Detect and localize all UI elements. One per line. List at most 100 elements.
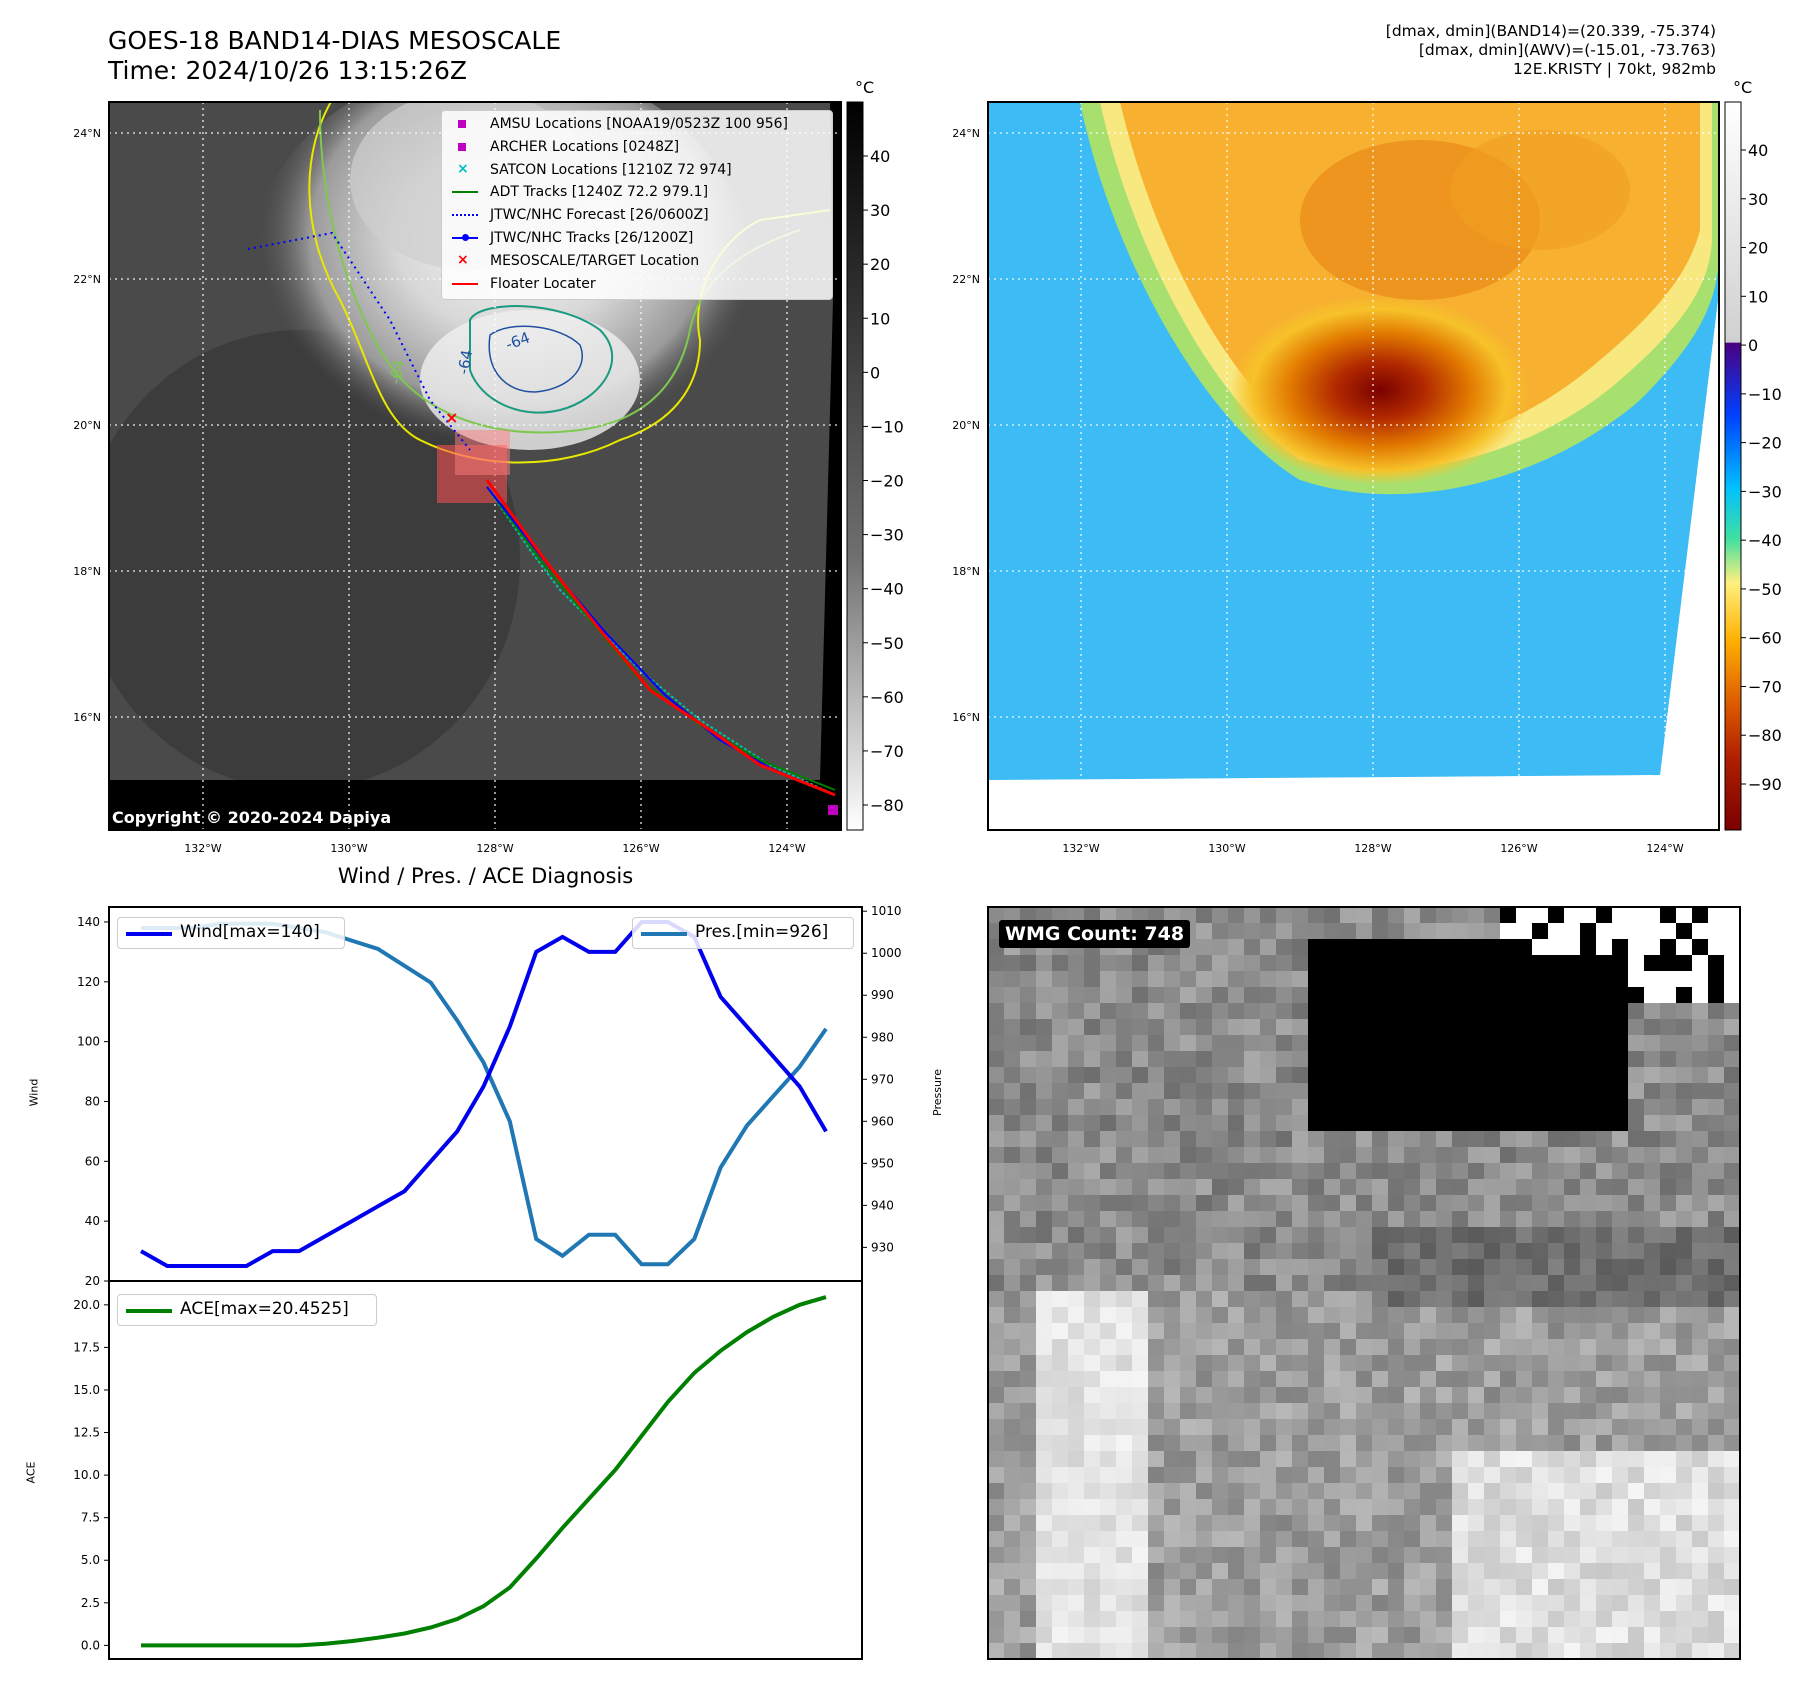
wmg-pixel	[1452, 1499, 1469, 1516]
wmg-pixel	[1068, 1243, 1085, 1260]
wmg-pixel	[1276, 1067, 1293, 1084]
wmg-pixel	[1164, 1083, 1181, 1100]
wmg-pixel	[1468, 1179, 1485, 1196]
wmg-pixel	[1196, 1355, 1213, 1372]
wmg-pixel	[1116, 907, 1133, 924]
color-colorbar-unit: °C	[1733, 78, 1753, 97]
wmg-pixel	[1340, 1035, 1357, 1052]
wmg-pixel	[1564, 1259, 1581, 1276]
wmg-pixel	[1068, 1179, 1085, 1196]
wmg-pixel	[1020, 1403, 1037, 1420]
wmg-pixel	[1260, 1595, 1277, 1612]
ace-legend-label: ACE[max=20.4525]	[180, 1299, 349, 1319]
wmg-pixel	[1564, 1387, 1581, 1404]
wmg-pixel	[1548, 1179, 1565, 1196]
latitude-label: 20°N	[952, 419, 980, 432]
wmg-pixel	[1036, 1451, 1053, 1468]
wmg-pixel	[1164, 1147, 1181, 1164]
wmg-pixel	[1068, 1563, 1085, 1580]
wmg-pixel	[1324, 1227, 1341, 1244]
wmg-pixel	[1196, 1419, 1213, 1436]
wmg-pixel	[1244, 1227, 1261, 1244]
wmg-pixel	[1308, 1643, 1325, 1659]
wmg-pixel	[1052, 1515, 1069, 1532]
wmg-pixel	[1468, 1275, 1485, 1292]
wmg-pixel	[1532, 1147, 1549, 1164]
wmg-pixel	[1708, 955, 1725, 972]
wmg-pixel	[1100, 1611, 1117, 1628]
wmg-pixel	[1132, 1419, 1149, 1436]
legend-label: AMSU Locations [NOAA19/0523Z 100 956]	[490, 116, 789, 132]
wmg-pixel	[1692, 1627, 1709, 1644]
wmg-pixel	[1388, 1147, 1405, 1164]
wmg-pixel	[1340, 1307, 1357, 1324]
wmg-pixel	[988, 1515, 1005, 1532]
wmg-pixel	[1404, 987, 1421, 1004]
wmg-pixel	[1404, 1051, 1421, 1068]
wmg-pixel	[1100, 1147, 1117, 1164]
wmg-pixel	[1628, 1371, 1645, 1388]
wmg-pixel	[1100, 1067, 1117, 1084]
wmg-pixel	[1356, 1179, 1373, 1196]
wmg-pixel	[1340, 1371, 1357, 1388]
wmg-pixel	[1036, 987, 1053, 1004]
wmg-pixel	[1436, 1211, 1453, 1228]
wmg-pixel	[1404, 1355, 1421, 1372]
wmg-pixel	[1340, 1339, 1357, 1356]
latitude-label: 24°N	[73, 127, 101, 140]
wmg-pixel	[1404, 1115, 1421, 1132]
wmg-pixel	[1676, 1179, 1693, 1196]
wmg-pixel	[1324, 1051, 1341, 1068]
wmg-pixel	[1308, 1387, 1325, 1404]
wmg-pixel	[1164, 1067, 1181, 1084]
wmg-pixel	[1324, 987, 1341, 1004]
wmg-pixel	[1676, 1083, 1693, 1100]
wmg-pixel	[1004, 987, 1021, 1004]
wmg-pixel	[1196, 1195, 1213, 1212]
wmg-pixel	[1500, 1387, 1517, 1404]
wmg-pixel	[1036, 1611, 1053, 1628]
wmg-pixel	[1452, 955, 1469, 972]
wmg-pixel	[1676, 1451, 1693, 1468]
wmg-pixel	[1068, 1515, 1085, 1532]
wmg-pixel	[1532, 955, 1549, 972]
wmg-pixel	[1692, 1003, 1709, 1020]
wmg-pixel	[1484, 1323, 1501, 1340]
ace-tick-label: 15.0	[73, 1383, 100, 1397]
wmg-pixel	[1676, 1051, 1693, 1068]
wmg-pixel	[1436, 1371, 1453, 1388]
wmg-pixel	[1372, 1499, 1389, 1516]
wmg-pixel	[1580, 971, 1597, 988]
wmg-pixel	[1292, 939, 1309, 956]
wmg-pixel	[1260, 1003, 1277, 1020]
wmg-pixel	[1116, 1099, 1133, 1116]
wmg-pixel	[1676, 1371, 1693, 1388]
wmg-pixel	[1420, 1003, 1437, 1020]
wmg-pixel	[1196, 1275, 1213, 1292]
wmg-pixel	[1052, 1355, 1069, 1372]
wmg-pixel	[1308, 1227, 1325, 1244]
wmg-pixel	[1260, 1051, 1277, 1068]
wmg-pixel	[1068, 1019, 1085, 1036]
wmg-pixel	[1196, 1003, 1213, 1020]
wmg-pixel	[1244, 1115, 1261, 1132]
pressure-tick-label: 1000	[871, 946, 902, 960]
diagnosis-title: Wind / Pres. / ACE Diagnosis	[337, 864, 634, 888]
wmg-pixel	[1660, 1451, 1677, 1468]
wmg-pixel	[1532, 1067, 1549, 1084]
wmg-pixel	[1196, 1179, 1213, 1196]
wmg-pixel	[1260, 1195, 1277, 1212]
wmg-pixel	[1708, 1243, 1725, 1260]
wmg-pixel	[1388, 1195, 1405, 1212]
wmg-pixel	[1132, 987, 1149, 1004]
wmg-pixel	[1164, 1307, 1181, 1324]
wmg-pixel	[1308, 907, 1325, 924]
wmg-pixel	[1452, 1259, 1469, 1276]
wmg-pixel	[1580, 1291, 1597, 1308]
wmg-pixel	[1596, 1339, 1613, 1356]
amsu-marker	[828, 805, 838, 815]
wmg-pixel	[1596, 1531, 1613, 1548]
wmg-pixel	[1548, 1547, 1565, 1564]
wmg-pixel	[1276, 1291, 1293, 1308]
wmg-pixel	[1196, 1227, 1213, 1244]
